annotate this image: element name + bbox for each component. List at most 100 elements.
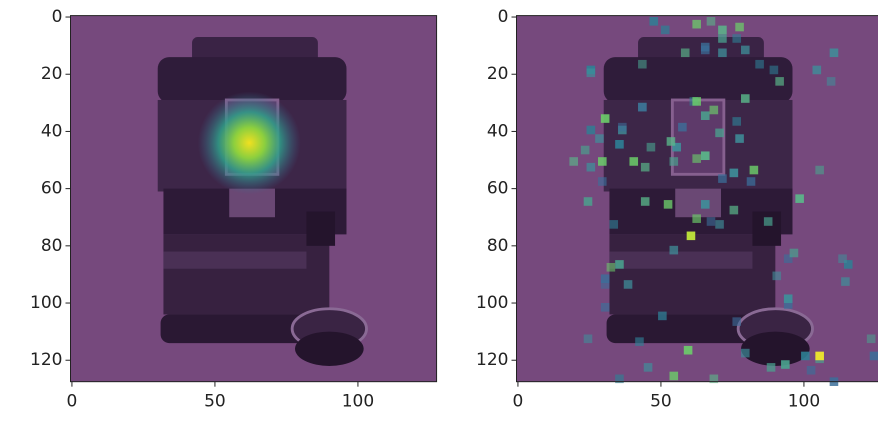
saliency-cell bbox=[658, 312, 667, 321]
saliency-cell bbox=[801, 352, 810, 361]
saliency-cell bbox=[830, 48, 839, 57]
y-tick-label: 20 bbox=[41, 64, 63, 84]
saliency-cell bbox=[718, 34, 727, 43]
saliency-cell bbox=[732, 34, 741, 43]
x-tick-label: 0 bbox=[67, 392, 78, 412]
y-tick-label: 0 bbox=[498, 7, 509, 27]
saliency-cell bbox=[670, 246, 679, 255]
saliency-cell bbox=[795, 194, 804, 203]
saliency-cell bbox=[815, 352, 824, 361]
saliency-cell bbox=[701, 111, 710, 120]
saliency-cell bbox=[647, 143, 656, 152]
saliency-cell bbox=[764, 217, 773, 226]
saliency-cell bbox=[741, 94, 750, 103]
saliency-cell bbox=[601, 274, 610, 283]
x-tick-label: 50 bbox=[204, 392, 226, 412]
x-tick-label: 0 bbox=[513, 392, 524, 412]
saliency-cell bbox=[615, 140, 624, 149]
saliency-cell bbox=[715, 220, 724, 229]
y-tick-label: 120 bbox=[476, 350, 508, 370]
saliency-cell bbox=[584, 334, 593, 343]
saliency-cell bbox=[870, 352, 878, 361]
saliency-cell bbox=[678, 123, 687, 132]
saliency-cell bbox=[569, 157, 578, 166]
saliency-cell bbox=[827, 77, 836, 86]
saliency-cell bbox=[638, 103, 647, 112]
saliency-cell bbox=[707, 17, 716, 26]
saliency-cell bbox=[813, 66, 822, 75]
saliency-cell bbox=[750, 166, 759, 175]
saliency-cell bbox=[641, 197, 650, 206]
y-tick-label: 80 bbox=[487, 236, 509, 256]
saliency-cell bbox=[718, 174, 727, 183]
saliency-cell bbox=[664, 200, 673, 209]
background-image bbox=[71, 16, 437, 382]
y-tick-label: 120 bbox=[30, 350, 62, 370]
saliency-cell bbox=[730, 206, 739, 215]
saliency-cell bbox=[767, 363, 776, 372]
heatmap-glow bbox=[198, 91, 301, 194]
saliency-cell bbox=[701, 46, 710, 55]
saliency-cell bbox=[867, 334, 876, 343]
saliency-cell bbox=[775, 77, 784, 86]
background-image bbox=[517, 16, 878, 382]
y-tick-label: 60 bbox=[487, 179, 509, 199]
saliency-cell bbox=[770, 66, 779, 75]
saliency-cell bbox=[707, 217, 716, 226]
saliency-cell bbox=[649, 17, 658, 26]
saliency-cell bbox=[615, 260, 624, 269]
saliency-cell bbox=[730, 169, 739, 178]
saliency-cell bbox=[681, 48, 690, 57]
y-tick-label: 100 bbox=[476, 293, 508, 313]
y-tick-label: 100 bbox=[30, 293, 62, 313]
saliency-cell bbox=[747, 177, 756, 186]
figure: 020406080100120050100 020406080100120050… bbox=[0, 0, 878, 428]
saliency-cell bbox=[595, 134, 604, 143]
saliency-cell bbox=[732, 317, 741, 326]
y-tick-label: 40 bbox=[487, 121, 509, 141]
saliency-cell bbox=[601, 114, 610, 123]
x-tick-label: 50 bbox=[650, 392, 672, 412]
saliency-cell bbox=[841, 277, 850, 286]
saliency-cell bbox=[718, 48, 727, 57]
saliency-cell bbox=[741, 46, 750, 55]
saliency-cell bbox=[807, 366, 816, 375]
saliency-cell bbox=[609, 220, 618, 229]
saliency-cell bbox=[587, 126, 596, 135]
saliency-cell bbox=[635, 337, 644, 346]
y-tick-label: 40 bbox=[41, 121, 63, 141]
saliency-cell bbox=[692, 97, 701, 106]
saliency-cell bbox=[790, 249, 799, 258]
saliency-cell bbox=[629, 157, 638, 166]
saliency-cell bbox=[815, 166, 824, 175]
saliency-cell bbox=[661, 26, 670, 35]
panel: 020406080100120050100 bbox=[476, 7, 878, 412]
saliency-cell bbox=[701, 200, 710, 209]
saliency-cell bbox=[838, 254, 847, 263]
saliency-cell bbox=[670, 372, 679, 381]
saliency-cell bbox=[715, 129, 724, 138]
saliency-cell bbox=[641, 163, 650, 172]
saliency-cell bbox=[692, 214, 701, 223]
saliency-cell bbox=[741, 349, 750, 358]
y-tick-label: 20 bbox=[487, 64, 509, 84]
saliency-cell bbox=[638, 60, 647, 69]
saliency-cell bbox=[732, 117, 741, 126]
saliency-cell bbox=[784, 294, 793, 303]
saliency-cell bbox=[692, 20, 701, 29]
saliency-cell bbox=[718, 26, 727, 35]
saliency-cell bbox=[692, 154, 701, 163]
saliency-cell bbox=[735, 23, 744, 32]
saliency-cell bbox=[598, 177, 607, 186]
saliency-cell bbox=[587, 69, 596, 78]
saliency-cell bbox=[755, 60, 764, 69]
y-tick-label: 0 bbox=[52, 7, 63, 27]
saliency-cell bbox=[670, 157, 679, 166]
saliency-cell bbox=[781, 360, 790, 369]
saliency-cell bbox=[644, 363, 653, 372]
saliency-cell bbox=[667, 137, 676, 146]
y-tick-label: 60 bbox=[41, 179, 63, 199]
saliency-cell bbox=[624, 280, 633, 289]
saliency-cell bbox=[687, 232, 696, 241]
